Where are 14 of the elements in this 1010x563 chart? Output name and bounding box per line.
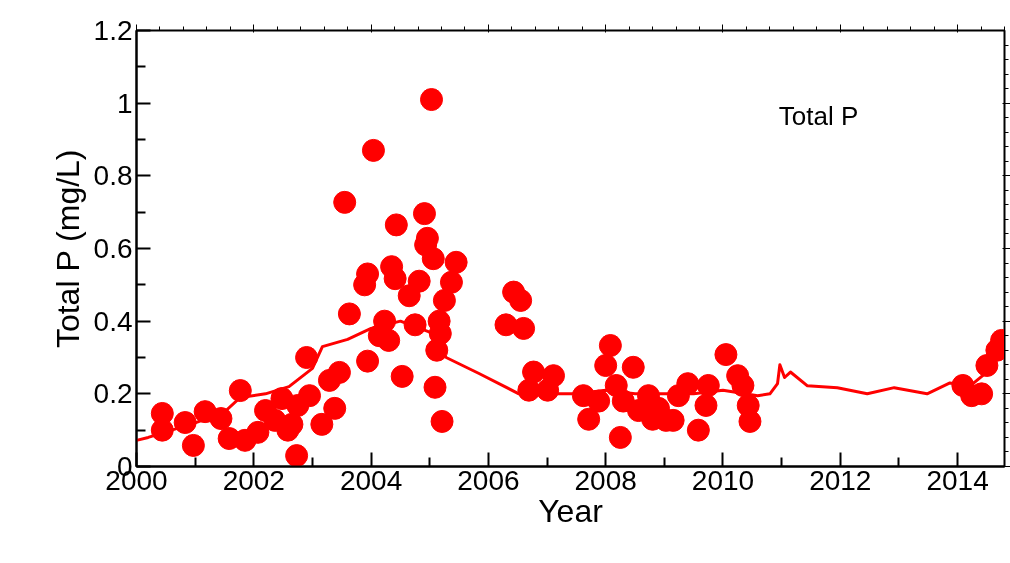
y-tick-label: 0.8 (93, 160, 133, 192)
x-tick-label: 2002 (222, 464, 285, 496)
x-tick-label: 2006 (457, 464, 520, 496)
x-tick-label: 2004 (339, 464, 403, 496)
x-tick-label: 2014 (926, 464, 989, 496)
y-tick-label: 0.2 (93, 378, 133, 410)
y-axis-title: Total P (mg/L) (49, 149, 86, 349)
y-tick-label: 1 (116, 87, 133, 119)
x-tick-label: 2010 (691, 464, 755, 496)
y-tick-label: 0.4 (93, 305, 133, 337)
annotation: Total P (778, 100, 859, 131)
y-tick-label: 0.6 (93, 233, 133, 264)
y-tick-label: 1.2 (93, 15, 133, 46)
x-tick-label: 2012 (809, 464, 872, 496)
